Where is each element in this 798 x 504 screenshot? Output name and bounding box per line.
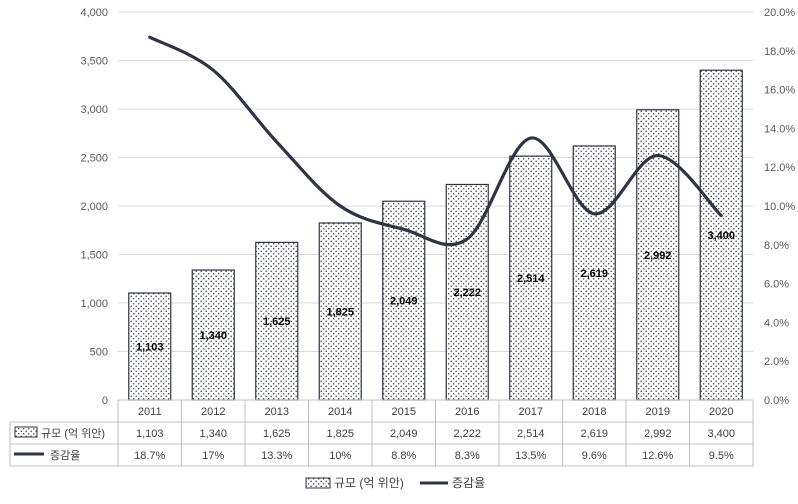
bar-data-label: 1,625 [263,316,291,328]
table-cell: 1,340 [199,428,227,440]
table-cell: 1,625 [263,428,291,440]
y-left-tick-label: 4,000 [80,7,108,19]
bar-data-label: 2,049 [390,296,418,308]
y-right-tick-label: 4.0% [764,317,789,329]
y-left-tick-label: 0 [102,395,108,407]
table-cell: 9.6% [582,450,607,462]
y-right-tick-label: 2.0% [764,356,789,368]
y-right-tick-label: 6.0% [764,279,789,291]
bar-data-label: 2,992 [644,250,672,262]
table-cell: 2,222 [453,428,481,440]
bar-data-label: 2,619 [580,268,608,280]
y-right-tick-label: 0.0% [764,395,789,407]
y-right-tick-label: 8.0% [764,240,789,252]
x-tick-label: 2013 [265,406,289,418]
legend-swatch-bar [306,478,330,488]
y-right-tick-label: 10.0% [764,201,795,213]
table-series-name: 증감율 [50,449,80,462]
table-cell: 3,400 [707,428,735,440]
growth-rate-line [150,37,722,244]
x-tick-label: 2014 [328,406,352,418]
y-left-tick-label: 3,500 [80,56,108,68]
table-cell: 12.6% [642,450,673,462]
y-left-tick-label: 2,500 [80,153,108,165]
table-key-bar [15,427,37,437]
bar-data-label: 2,222 [453,287,481,299]
x-tick-label: 2012 [201,406,225,418]
right-axis-tick-labels: 0.0% 2.0% 4.0% 6.0% 8.0% 10.0% 12.0% 14.0% 16.0%… [764,7,795,407]
x-tick-label: 2017 [519,406,543,418]
table-cell: 13.5% [515,450,546,462]
table-cell: 18.7% [134,450,165,462]
table-cell: 2,619 [580,428,608,440]
data-table: 2011 2012 2013 2014 2015 2016 2017 2018 2019 2020… [10,400,753,466]
table-cell: 1,825 [326,428,354,440]
y-left-tick-label: 1,000 [80,298,108,310]
bar-series [129,70,743,400]
bar-data-label: 2,514 [517,273,545,285]
table-cell: 1,103 [136,428,164,440]
table-series-name: 규모 (억 위안) [41,427,105,440]
y-right-tick-label: 12.0% [764,162,795,174]
table-cell: 10% [329,450,351,462]
table-cell: 9.5% [709,450,734,462]
table-cell: 8.8% [391,450,416,462]
y-left-tick-label: 3,000 [80,104,108,116]
table-cell: 2,049 [390,428,418,440]
x-tick-label: 2020 [709,406,733,418]
y-right-tick-label: 18.0% [764,46,795,58]
bar-data-label: 3,400 [707,230,735,242]
y-right-tick-label: 14.0% [764,123,795,135]
bar-data-label: 1,825 [326,306,354,318]
table-cell: 8.3% [455,450,480,462]
table-cell: 13.3% [261,450,292,462]
table-cell: 17% [202,450,224,462]
x-tick-label: 2018 [582,406,606,418]
bar-data-label: 1,340 [199,330,227,342]
y-left-tick-label: 1,500 [80,250,108,262]
table-cell: 2,992 [644,428,672,440]
y-right-tick-label: 16.0% [764,85,795,97]
bar-data-label: 1,103 [136,342,164,354]
line-series [150,37,722,244]
table-cell: 2,514 [517,428,545,440]
legend-label: 증감율 [452,476,485,490]
x-tick-label: 2015 [392,406,416,418]
y-left-tick-label: 500 [90,347,108,359]
left-axis-tick-labels: 0 500 1,000 1,500 2,000 2,500 3,000 3,500 4,000 [80,7,108,407]
x-tick-label: 2011 [138,406,162,418]
legend-label: 규모 (억 위안) [334,476,404,490]
x-tick-label: 2016 [455,406,479,418]
x-tick-label: 2019 [646,406,670,418]
legend: 규모 (억 위안) 증감율 [306,476,485,490]
y-left-tick-label: 2,000 [80,201,108,213]
y-right-tick-label: 20.0% [764,7,795,19]
